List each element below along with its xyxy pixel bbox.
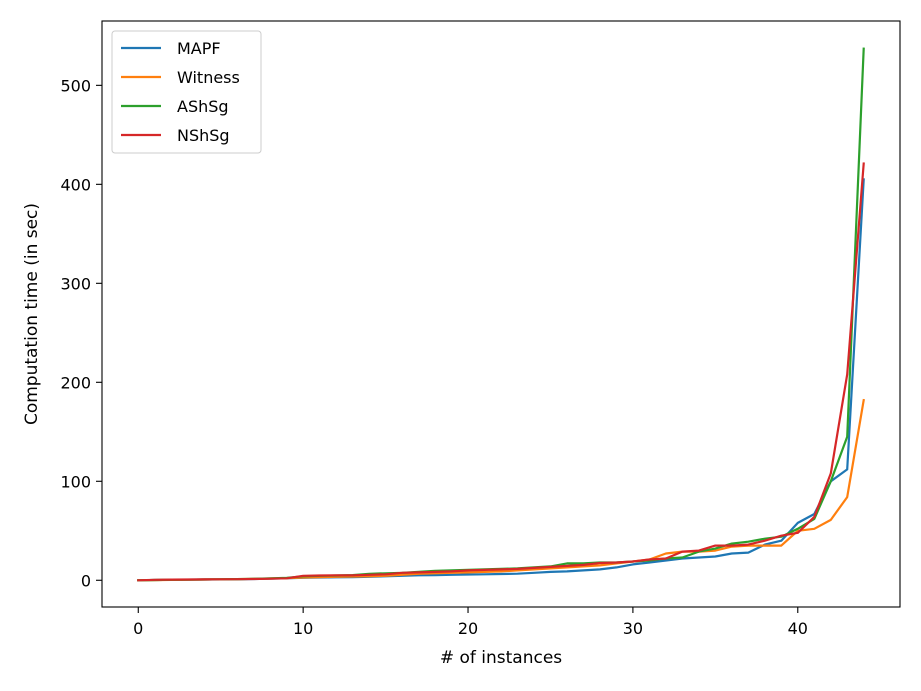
x-tick-label: 20 xyxy=(458,619,478,638)
x-axis-ticks: 0 10 20 30 40 xyxy=(133,607,808,638)
y-tick-label: 500 xyxy=(60,76,91,95)
legend-box xyxy=(111,30,262,154)
x-tick-label: 10 xyxy=(293,619,313,638)
series-lines xyxy=(137,47,865,582)
y-tick-label: 400 xyxy=(60,175,91,194)
series-line-nshsg xyxy=(137,162,865,582)
x-axis-title: # of instances xyxy=(440,648,562,668)
legend-label-ashsg: AShSg xyxy=(177,97,229,116)
y-tick-label: 100 xyxy=(60,472,91,491)
y-tick-label: 0 xyxy=(81,571,91,590)
legend-label-nshsg: NShSg xyxy=(177,126,230,145)
legend-label-witness: Witness xyxy=(177,68,240,87)
y-axis-ticks: 0 100 200 300 400 500 xyxy=(60,76,102,590)
x-tick-label: 0 xyxy=(133,619,143,638)
x-tick-label: 40 xyxy=(788,619,808,638)
legend: MAPF Witness AShSg NShSg xyxy=(111,30,262,154)
y-axis-title: Computation time (in sec) xyxy=(22,203,42,425)
y-tick-label: 200 xyxy=(60,373,91,392)
legend-label-mapf: MAPF xyxy=(177,39,221,58)
x-tick-label: 30 xyxy=(623,619,643,638)
y-tick-label: 300 xyxy=(60,274,91,293)
plot-frame xyxy=(101,20,901,608)
